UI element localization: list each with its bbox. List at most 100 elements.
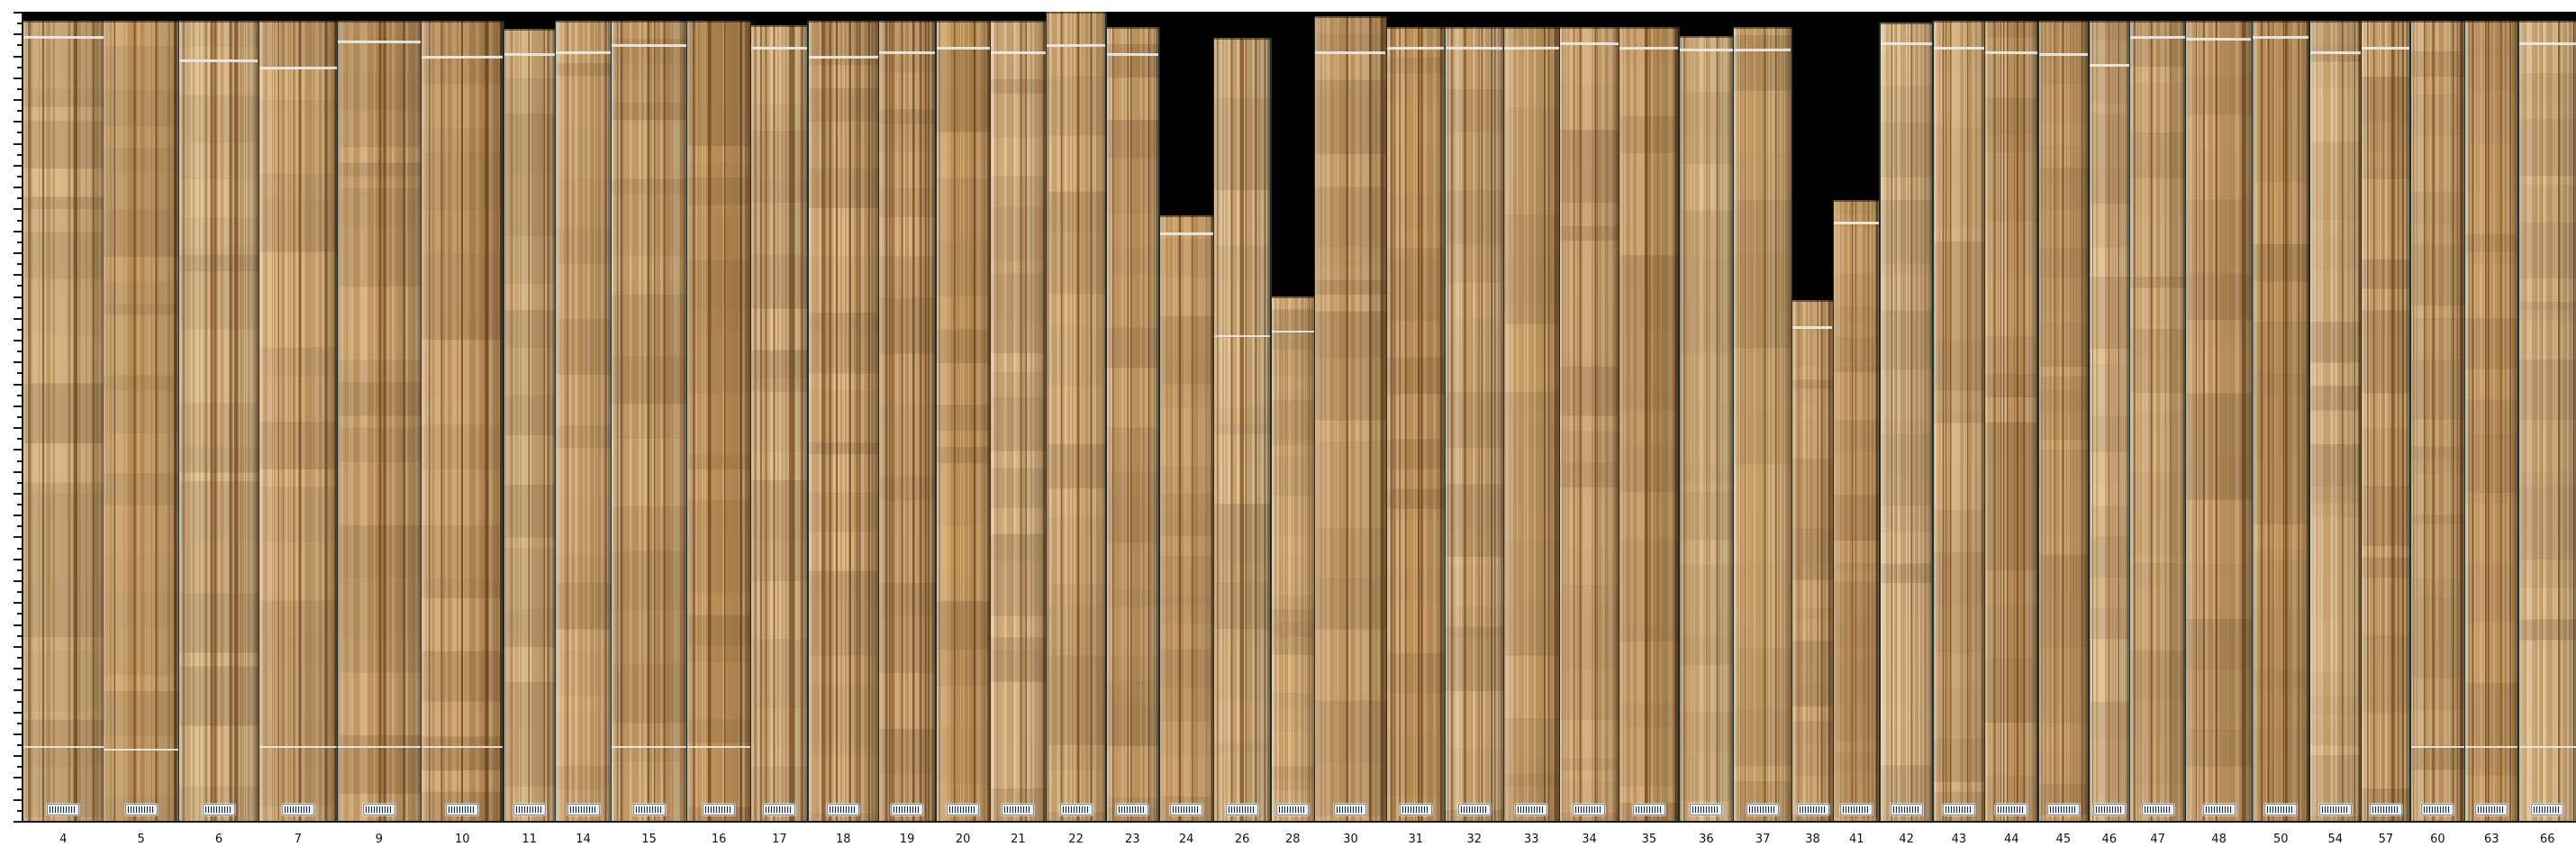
barcode-tag[interactable] [1840, 804, 1873, 815]
barcode-tag[interactable] [1399, 804, 1432, 815]
board-9[interactable] [338, 20, 421, 821]
barcode-tag[interactable] [1170, 804, 1203, 815]
barcode-tag[interactable] [2531, 804, 2564, 815]
barcode-tag[interactable] [763, 804, 796, 815]
board-15[interactable] [612, 20, 686, 821]
wood-grain-texture [338, 20, 421, 821]
y-tick-major [14, 77, 23, 79]
y-tick-major [14, 12, 23, 14]
board-gap [610, 20, 612, 821]
barcode-tag[interactable] [2092, 804, 2126, 815]
board-20[interactable] [936, 20, 990, 821]
barcode-tag[interactable] [632, 804, 666, 815]
y-tick-minor [17, 547, 23, 550]
board-38[interactable] [1792, 300, 1833, 821]
barcode-tag[interactable] [1890, 804, 1923, 815]
board-54[interactable] [2309, 20, 2361, 821]
barcode-tag[interactable] [827, 804, 860, 815]
board-left-edge [879, 20, 883, 821]
board-46[interactable] [2089, 20, 2129, 821]
barcode-tag[interactable] [47, 804, 80, 815]
barcode-tag[interactable] [1995, 804, 2028, 815]
barcode-tag[interactable] [1690, 804, 1723, 815]
board-19[interactable] [879, 20, 936, 821]
board-11[interactable] [503, 29, 555, 821]
board-44[interactable] [1985, 20, 2038, 821]
barcode-tag[interactable] [1573, 804, 1606, 815]
board-24[interactable] [1159, 214, 1213, 821]
barcode-tag[interactable] [2141, 804, 2174, 815]
barcode-tag[interactable] [1276, 804, 1310, 815]
barcode-tag[interactable] [1632, 804, 1665, 815]
board-10[interactable] [422, 20, 503, 821]
barcode-tag[interactable] [1334, 804, 1367, 815]
board-17[interactable] [751, 24, 808, 821]
board-4[interactable] [23, 20, 104, 821]
board-50[interactable] [2253, 20, 2309, 821]
barcode-tag[interactable] [2264, 804, 2298, 815]
board-14[interactable] [556, 20, 611, 821]
board-6[interactable] [179, 20, 259, 821]
barcode-tag[interactable] [362, 804, 395, 815]
board-28[interactable] [1271, 296, 1314, 821]
board-22[interactable] [1047, 12, 1106, 821]
board-33[interactable] [1504, 27, 1559, 821]
board-63[interactable] [2465, 20, 2518, 821]
barcode-tag[interactable] [1796, 804, 1829, 815]
board-45[interactable] [2038, 20, 2089, 821]
board-right-edge [1675, 27, 1679, 821]
board-37[interactable] [1734, 27, 1791, 821]
board-21[interactable] [991, 20, 1046, 821]
barcode-tag[interactable] [2369, 804, 2402, 815]
board-42[interactable] [1880, 23, 1933, 821]
board-34[interactable] [1560, 27, 1619, 821]
barcode-tag[interactable] [1116, 804, 1149, 815]
board-31[interactable] [1387, 27, 1445, 821]
barcode-tag[interactable] [1059, 804, 1093, 815]
board-43[interactable] [1933, 20, 1984, 821]
barcode-tag[interactable] [703, 804, 736, 815]
y-tick-minor [17, 110, 23, 113]
board-7[interactable] [259, 20, 337, 821]
barcode-tag[interactable] [1457, 804, 1491, 815]
barcode-tag[interactable] [281, 804, 314, 815]
barcode-stripes [515, 806, 543, 813]
board-32[interactable] [1446, 27, 1503, 821]
board-36[interactable] [1679, 35, 1733, 821]
barcode-tag[interactable] [203, 804, 236, 815]
barcode-tag[interactable] [2318, 804, 2352, 815]
board-66[interactable] [2518, 20, 2576, 821]
board-41[interactable] [1834, 199, 1880, 821]
barcode-tag[interactable] [1515, 804, 1548, 815]
barcode-tag[interactable] [567, 804, 600, 815]
barcode-tag[interactable] [2202, 804, 2236, 815]
barcode-tag[interactable] [2046, 804, 2080, 815]
board-23[interactable] [1106, 27, 1159, 821]
barcode-tag[interactable] [891, 804, 924, 815]
board-16[interactable] [687, 20, 750, 821]
barcode-tag[interactable] [2421, 804, 2454, 815]
barcode-tag[interactable] [1942, 804, 1975, 815]
barcode-tag[interactable] [124, 804, 158, 815]
barcode-tag[interactable] [1002, 804, 1035, 815]
board-35[interactable] [1619, 27, 1679, 821]
barcode-stripes [1998, 806, 2026, 813]
barcode-tag[interactable] [2475, 804, 2508, 815]
board-gap [989, 20, 992, 821]
barcode-stripes [1337, 806, 1365, 813]
board-5[interactable] [104, 20, 178, 821]
barcode-tag[interactable] [1746, 804, 1780, 815]
board-30[interactable] [1315, 15, 1386, 821]
board-48[interactable] [2186, 20, 2252, 821]
barcode-tag[interactable] [1226, 804, 1259, 815]
board-26[interactable] [1214, 38, 1271, 821]
board-60[interactable] [2410, 20, 2464, 821]
board-18[interactable] [808, 20, 878, 821]
barcode-tag[interactable] [446, 804, 479, 815]
x-tick-label-4: 4 [59, 833, 68, 846]
barcode-tag[interactable] [947, 804, 980, 815]
board-47[interactable] [2130, 20, 2185, 821]
board-57[interactable] [2362, 20, 2410, 821]
y-tick-major [14, 798, 23, 801]
barcode-tag[interactable] [512, 804, 546, 815]
